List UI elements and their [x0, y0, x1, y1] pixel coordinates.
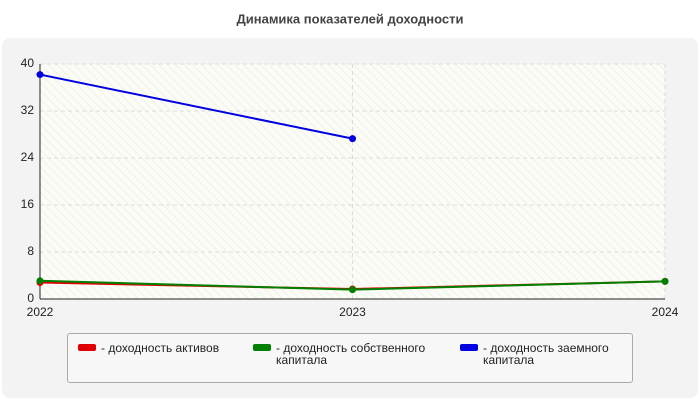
- x-tick-label: 2022: [27, 305, 54, 319]
- y-tick-label: 32: [21, 103, 35, 117]
- y-tick-label: 8: [27, 244, 34, 258]
- point: [349, 135, 356, 143]
- legend-swatch: [78, 344, 96, 351]
- legend: - доходность активов - доходность собстве…: [67, 333, 633, 383]
- y-tick-label: 40: [21, 56, 35, 70]
- x-tick-label: 2023: [339, 305, 366, 319]
- legend-swatch: [253, 344, 271, 351]
- point: [36, 277, 44, 285]
- legend-swatch: [460, 344, 478, 351]
- legend-label: - доходность заемного капитала: [483, 341, 609, 367]
- plot-area: [40, 64, 665, 299]
- chart-title: Динамика показателей доходности: [236, 11, 463, 26]
- y-tick-label: 0: [27, 291, 34, 305]
- legend-label: - доходность собственного капитала: [276, 341, 426, 367]
- y-tick-label: 24: [21, 150, 35, 164]
- y-tick-label: 16: [21, 197, 35, 211]
- point: [349, 286, 356, 294]
- series-line: [39, 73, 353, 140]
- point: [661, 277, 669, 285]
- x-tick-label: 2024: [652, 305, 679, 319]
- legend-label: - доходность активов: [101, 341, 220, 355]
- point: [36, 71, 44, 79]
